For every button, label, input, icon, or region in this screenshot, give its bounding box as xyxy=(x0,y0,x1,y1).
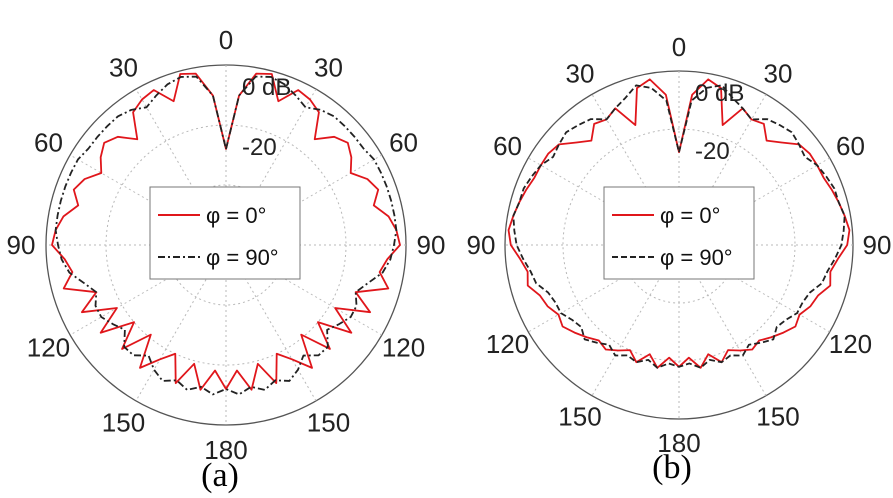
angle-tick-label: 120 xyxy=(486,329,529,359)
angle-tick-label: 150 xyxy=(102,408,145,438)
grid-spoke xyxy=(591,94,767,396)
angle-tick-label: 30 xyxy=(314,52,343,82)
legend-label: φ = 90° xyxy=(660,245,733,270)
radial-tick-label: 0 dB xyxy=(695,80,744,107)
angle-tick-label: 150 xyxy=(307,408,350,438)
angle-tick-label: 90 xyxy=(417,230,446,260)
pattern-curves-a xyxy=(51,72,401,396)
legend-label: φ = 90° xyxy=(206,245,279,270)
pattern-series-line xyxy=(512,84,846,369)
pattern-series-line xyxy=(54,75,398,396)
angle-tick-label: 180 xyxy=(204,435,247,465)
angle-tick-label: 0 xyxy=(672,32,686,62)
grid-circle xyxy=(562,128,796,362)
angle-tick-label: 90 xyxy=(863,230,892,260)
legend-box xyxy=(603,186,755,280)
angle-tick-label: 60 xyxy=(34,128,63,158)
legend-label: φ = 0° xyxy=(660,203,720,228)
panel-caption-b: (b) xyxy=(652,449,692,486)
radial-tick-label: -20 xyxy=(242,134,277,161)
angle-tick-label: 60 xyxy=(493,131,522,161)
pattern-curves-b xyxy=(507,78,851,369)
angle-tick-label: 90 xyxy=(467,230,496,260)
angle-tick-label: 30 xyxy=(566,59,595,89)
angle-tick-label: 120 xyxy=(829,329,872,359)
angle-ticks-a: 0 30 60 90 120 150 180 150 120 90 60 30 xyxy=(7,25,446,465)
angle-tick-label: 90 xyxy=(7,230,36,260)
panel-caption-a: (a) xyxy=(201,457,239,494)
angle-tick-label: 120 xyxy=(27,333,70,363)
angle-tick-label: 60 xyxy=(836,131,865,161)
angle-tick-label: 150 xyxy=(558,401,601,431)
angle-tick-label: 0 xyxy=(219,25,233,55)
angle-tick-label: 120 xyxy=(382,333,425,363)
radial-tick-label: -20 xyxy=(695,138,730,165)
angle-tick-label: 180 xyxy=(657,428,700,458)
pattern-series-line xyxy=(51,72,401,391)
radial-tick-label: 0 dB xyxy=(242,74,291,101)
angle-tick-label: 30 xyxy=(764,59,793,89)
angle-tick-label: 30 xyxy=(109,52,138,82)
legend-label: φ = 0° xyxy=(206,203,266,228)
legend-b: φ = 0° φ = 90° xyxy=(603,186,755,280)
angle-tick-label: 150 xyxy=(756,401,799,431)
angle-tick-label: 60 xyxy=(389,128,418,158)
angle-ticks-b: 0 30 60 90 120 150 180 150 120 90 60 30 xyxy=(467,32,892,458)
legend-box xyxy=(149,186,301,280)
legend-a: φ = 0° φ = 90° xyxy=(149,186,301,280)
grid-spoke xyxy=(591,94,767,396)
